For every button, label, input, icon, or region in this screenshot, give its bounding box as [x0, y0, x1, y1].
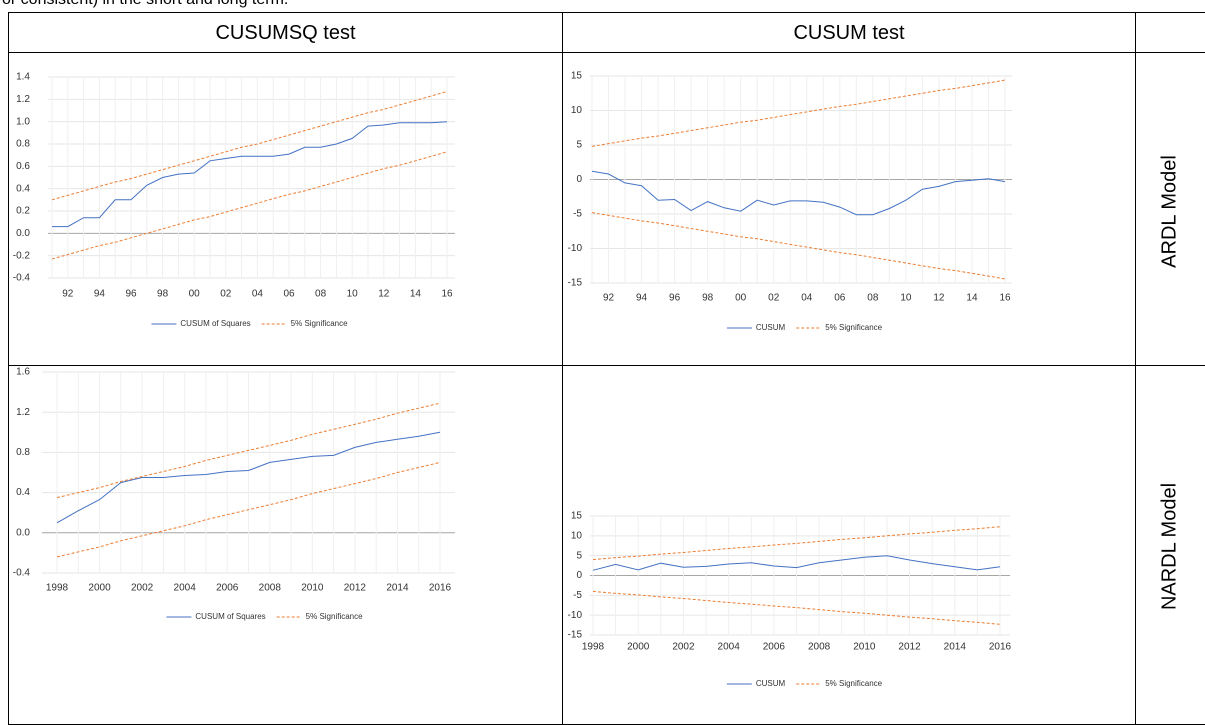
- series-line: [592, 555, 1001, 571]
- x-tick-label: 06: [283, 289, 295, 300]
- y-tick-label: 1.2: [16, 407, 30, 418]
- y-tick-label: -0.2: [13, 250, 31, 261]
- y-tick-label: 10: [571, 105, 583, 116]
- y-tick-label: -10: [568, 610, 583, 621]
- x-tick-label: 96: [669, 293, 681, 304]
- x-tick-label: 92: [603, 293, 615, 304]
- x-tick-label: 10: [347, 289, 359, 300]
- y-tick-label: 5: [576, 140, 582, 151]
- y-tick-label: 5: [576, 550, 582, 561]
- legend-label: 5% Significance: [306, 612, 363, 621]
- y-tick-label: 0.8: [16, 447, 30, 458]
- series-line: [592, 590, 1001, 625]
- x-tick-label: 14: [966, 293, 978, 304]
- intro-text: or consistent) in the short and long ter…: [2, 0, 288, 9]
- x-tick-label: 04: [801, 293, 813, 304]
- series-line: [592, 526, 1001, 561]
- x-tick-label: 08: [867, 293, 879, 304]
- x-tick-label: 1998: [582, 642, 605, 653]
- legend-label: 5% Significance: [825, 323, 882, 332]
- legend-label: CUSUM: [756, 679, 786, 688]
- y-tick-label: -0.4: [13, 568, 31, 579]
- x-tick-label: 2010: [301, 583, 324, 594]
- x-tick-label: 2008: [808, 642, 831, 653]
- series-line: [52, 121, 448, 228]
- x-tick-label: 06: [834, 293, 846, 304]
- legend-label: 5% Significance: [825, 679, 882, 688]
- x-tick-label: 00: [735, 293, 747, 304]
- x-tick-label: 2006: [763, 642, 786, 653]
- x-tick-label: 04: [252, 289, 264, 300]
- y-tick-label: -15: [568, 630, 583, 641]
- y-tick-label: 1.4: [16, 72, 30, 83]
- y-tick-label: 0: [576, 174, 582, 185]
- y-tick-label: 0: [576, 570, 582, 581]
- series-line: [591, 212, 1006, 280]
- x-tick-label: 2014: [386, 583, 409, 594]
- legend-label: CUSUM of Squares: [180, 319, 250, 328]
- x-tick-label: 16: [441, 289, 453, 300]
- x-tick-label: 2000: [88, 583, 111, 594]
- y-tick-label: 0.0: [16, 527, 30, 538]
- x-tick-label: 2002: [131, 583, 154, 594]
- x-tick-label: 1998: [46, 583, 69, 594]
- x-tick-label: 2006: [216, 583, 239, 594]
- x-tick-label: 94: [636, 293, 648, 304]
- legend-label: 5% Significance: [291, 319, 348, 328]
- series-line: [56, 431, 441, 524]
- y-tick-label: -5: [573, 209, 582, 220]
- y-tick-label: 0.8: [16, 139, 30, 150]
- x-tick-label: 96: [125, 289, 137, 300]
- y-tick-label: 0.0: [16, 228, 30, 239]
- x-tick-label: 2002: [672, 642, 695, 653]
- y-tick-label: 15: [571, 511, 583, 522]
- y-tick-label: 1.0: [16, 116, 30, 127]
- x-tick-label: 08: [315, 289, 327, 300]
- x-tick-label: 2004: [174, 583, 197, 594]
- series-line: [56, 402, 441, 499]
- x-tick-label: 14: [410, 289, 422, 300]
- x-tick-label: 2016: [429, 583, 452, 594]
- x-tick-label: 16: [999, 293, 1011, 304]
- series-line: [51, 91, 448, 201]
- x-tick-label: 2004: [718, 642, 741, 653]
- legend-label: CUSUM: [756, 323, 786, 332]
- x-tick-label: 12: [933, 293, 945, 304]
- y-tick-label: 0.6: [16, 161, 30, 172]
- series-line: [591, 170, 1006, 216]
- y-tick-label: 0.2: [16, 206, 30, 217]
- x-tick-label: 00: [189, 289, 201, 300]
- legend-label: CUSUM of Squares: [195, 612, 265, 621]
- x-tick-label: 2008: [259, 583, 282, 594]
- x-tick-label: 2016: [989, 642, 1012, 653]
- y-tick-label: -0.4: [13, 273, 31, 284]
- y-tick-label: 0.4: [16, 183, 30, 194]
- y-tick-label: -15: [568, 278, 583, 289]
- x-tick-label: 2012: [344, 583, 367, 594]
- y-tick-label: 10: [571, 530, 583, 541]
- x-tick-label: 10: [900, 293, 912, 304]
- y-tick-label: 0.4: [16, 487, 30, 498]
- y-tick-label: 15: [571, 71, 583, 82]
- x-tick-label: 2012: [898, 642, 921, 653]
- x-tick-label: 02: [768, 293, 780, 304]
- x-tick-label: 2014: [944, 642, 967, 653]
- x-tick-label: 98: [702, 293, 714, 304]
- series-line: [56, 461, 441, 558]
- x-tick-label: 92: [62, 289, 74, 300]
- series-line: [591, 79, 1006, 147]
- x-tick-label: 2010: [853, 642, 876, 653]
- x-tick-label: 98: [157, 289, 169, 300]
- x-tick-label: 94: [94, 289, 106, 300]
- x-tick-label: 12: [378, 289, 390, 300]
- y-tick-label: -10: [568, 243, 583, 254]
- x-tick-label: 02: [220, 289, 232, 300]
- x-tick-label: 2000: [627, 642, 650, 653]
- y-tick-label: 1.6: [16, 367, 30, 378]
- series-line: [51, 151, 448, 260]
- y-tick-label: -5: [573, 590, 582, 601]
- y-tick-label: 1.2: [16, 94, 30, 105]
